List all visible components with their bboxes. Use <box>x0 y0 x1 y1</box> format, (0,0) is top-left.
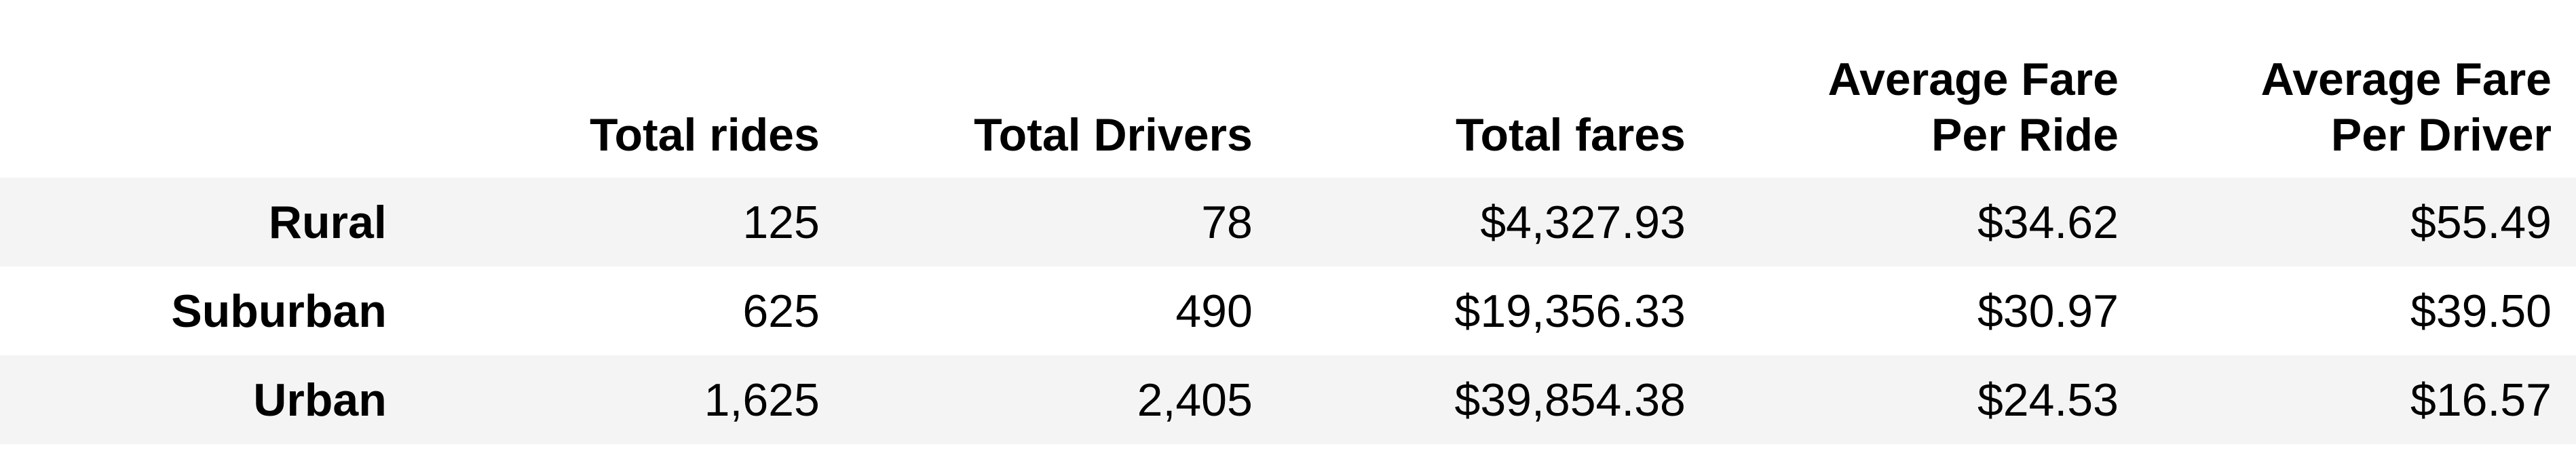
header-cell-avg-fare-per-ride: Average Fare Per Ride <box>1709 0 2143 178</box>
header-cell-avg-fare-per-driver: Average Fare Per Driver <box>2142 0 2576 178</box>
header-row: Total rides Total Drivers Total fares Av… <box>0 0 2576 178</box>
cell-value: $4,327.93 <box>1480 196 1686 248</box>
cell-value: 78 <box>1201 196 1253 248</box>
table-row: Suburban 625 490 $19,356.33 $30.97 $39.5… <box>0 266 2576 355</box>
cell-value: 2,405 <box>1137 374 1253 426</box>
cell-value: $39.50 <box>2410 285 2552 337</box>
table-header: Total rides Total Drivers Total fares Av… <box>0 0 2576 178</box>
row-label-urban: Urban <box>253 374 387 426</box>
table-body: Rural 125 78 $4,327.93 $34.62 $55.49 Sub… <box>0 178 2576 444</box>
header-cell-total-rides: Total rides <box>411 0 844 178</box>
cell-value: $19,356.33 <box>1454 285 1686 337</box>
table-row: Urban 1,625 2,405 $39,854.38 $24.53 $16.… <box>0 355 2576 444</box>
row-label-suburban: Suburban <box>171 285 387 337</box>
cell-value: 125 <box>742 196 820 248</box>
summary-table: Total rides Total Drivers Total fares Av… <box>0 0 2576 444</box>
cell-value: $39,854.38 <box>1454 374 1686 426</box>
cell-value: $16.57 <box>2410 374 2552 426</box>
cell-value: 1,625 <box>704 374 820 426</box>
header-cell-index <box>0 0 411 178</box>
header-cell-total-fares: Total fares <box>1276 0 1710 178</box>
cell-value: 490 <box>1175 285 1253 337</box>
cell-value: $30.97 <box>1977 285 2119 337</box>
cell-value: $34.62 <box>1977 196 2119 248</box>
cell-value: $24.53 <box>1977 374 2119 426</box>
table-row: Rural 125 78 $4,327.93 $34.62 $55.49 <box>0 178 2576 266</box>
cell-value: $55.49 <box>2410 196 2552 248</box>
row-label-rural: Rural <box>268 196 387 248</box>
header-cell-total-drivers: Total Drivers <box>844 0 1277 178</box>
cell-value: 625 <box>742 285 820 337</box>
